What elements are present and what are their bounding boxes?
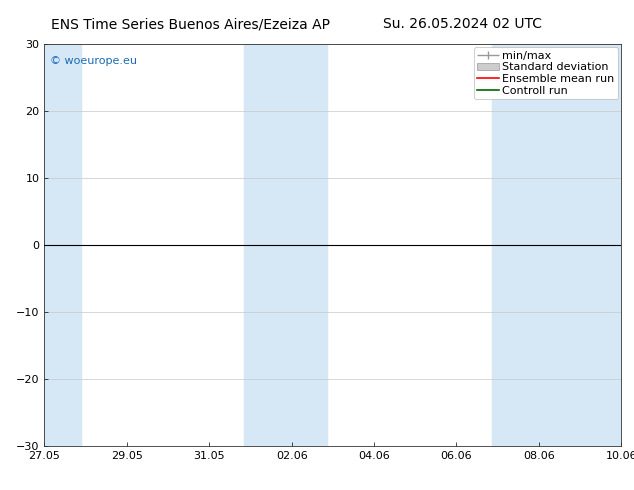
Bar: [491, 44, 625, 446]
Text: Su. 26.05.2024 02 UTC: Su. 26.05.2024 02 UTC: [384, 17, 542, 31]
Bar: [41, 44, 81, 446]
Text: ENS Time Series Buenos Aires/Ezeiza AP: ENS Time Series Buenos Aires/Ezeiza AP: [51, 17, 330, 31]
Legend: min/max, Standard deviation, Ensemble mean run, Controll run: min/max, Standard deviation, Ensemble me…: [474, 48, 618, 99]
Bar: [244, 44, 327, 446]
Text: © woeurope.eu: © woeurope.eu: [50, 56, 137, 66]
